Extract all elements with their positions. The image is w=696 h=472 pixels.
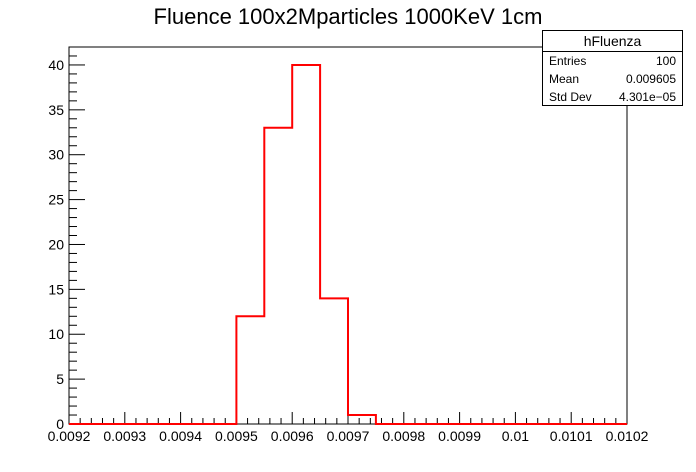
histogram-outline xyxy=(69,63,627,425)
histogram-bin xyxy=(236,316,264,424)
y-tick-label: 10 xyxy=(48,326,64,342)
histogram-bin xyxy=(264,128,292,424)
y-tick-label: 35 xyxy=(48,102,64,118)
x-tick-label: 0.0097 xyxy=(327,428,370,444)
x-tick-label: 0.0099 xyxy=(438,428,481,444)
chart-title: Fluence 100x2Mparticles 1000KeV 1cm xyxy=(153,4,543,29)
stats-row-stddev: Std Dev 4.301e−05 xyxy=(543,88,682,106)
x-tick-label: 0.0092 xyxy=(48,428,91,444)
x-tick-label: 0.0102 xyxy=(606,428,649,444)
x-tick-label: 0.0093 xyxy=(103,428,146,444)
histogram-bin xyxy=(320,298,348,424)
stats-label: Entries xyxy=(549,54,587,68)
x-tick-label: 0.0095 xyxy=(215,428,258,444)
y-tick-label: 40 xyxy=(48,57,64,73)
y-tick-label: 25 xyxy=(48,192,64,208)
stats-label: Mean xyxy=(549,72,580,86)
y-tick-label: 20 xyxy=(48,236,64,252)
stats-value: 100 xyxy=(655,54,676,68)
stats-value: 4.301e−05 xyxy=(618,90,676,104)
stats-value: 0.009605 xyxy=(625,72,676,86)
stats-box: hFluenza Entries 100 Mean 0.009605 Std D… xyxy=(542,30,683,106)
stats-row-mean: Mean 0.009605 xyxy=(543,70,682,88)
x-tick-label: 0.0096 xyxy=(271,428,314,444)
y-tick-label: 5 xyxy=(56,371,64,387)
y-tick-label: 30 xyxy=(48,147,64,163)
histogram-bin xyxy=(292,65,320,424)
x-tick-label: 0.0098 xyxy=(382,428,425,444)
histogram-bin xyxy=(348,415,376,424)
stats-box-title: hFluenza xyxy=(543,31,682,52)
x-tick-label: 0.0101 xyxy=(550,428,593,444)
x-tick-label: 0.01 xyxy=(502,428,529,444)
y-tick-label: 0 xyxy=(56,416,64,432)
stats-row-entries: Entries 100 xyxy=(543,52,682,70)
y-tick-label: 15 xyxy=(48,281,64,297)
x-tick-label: 0.0094 xyxy=(159,428,202,444)
stats-label: Std Dev xyxy=(549,90,592,104)
